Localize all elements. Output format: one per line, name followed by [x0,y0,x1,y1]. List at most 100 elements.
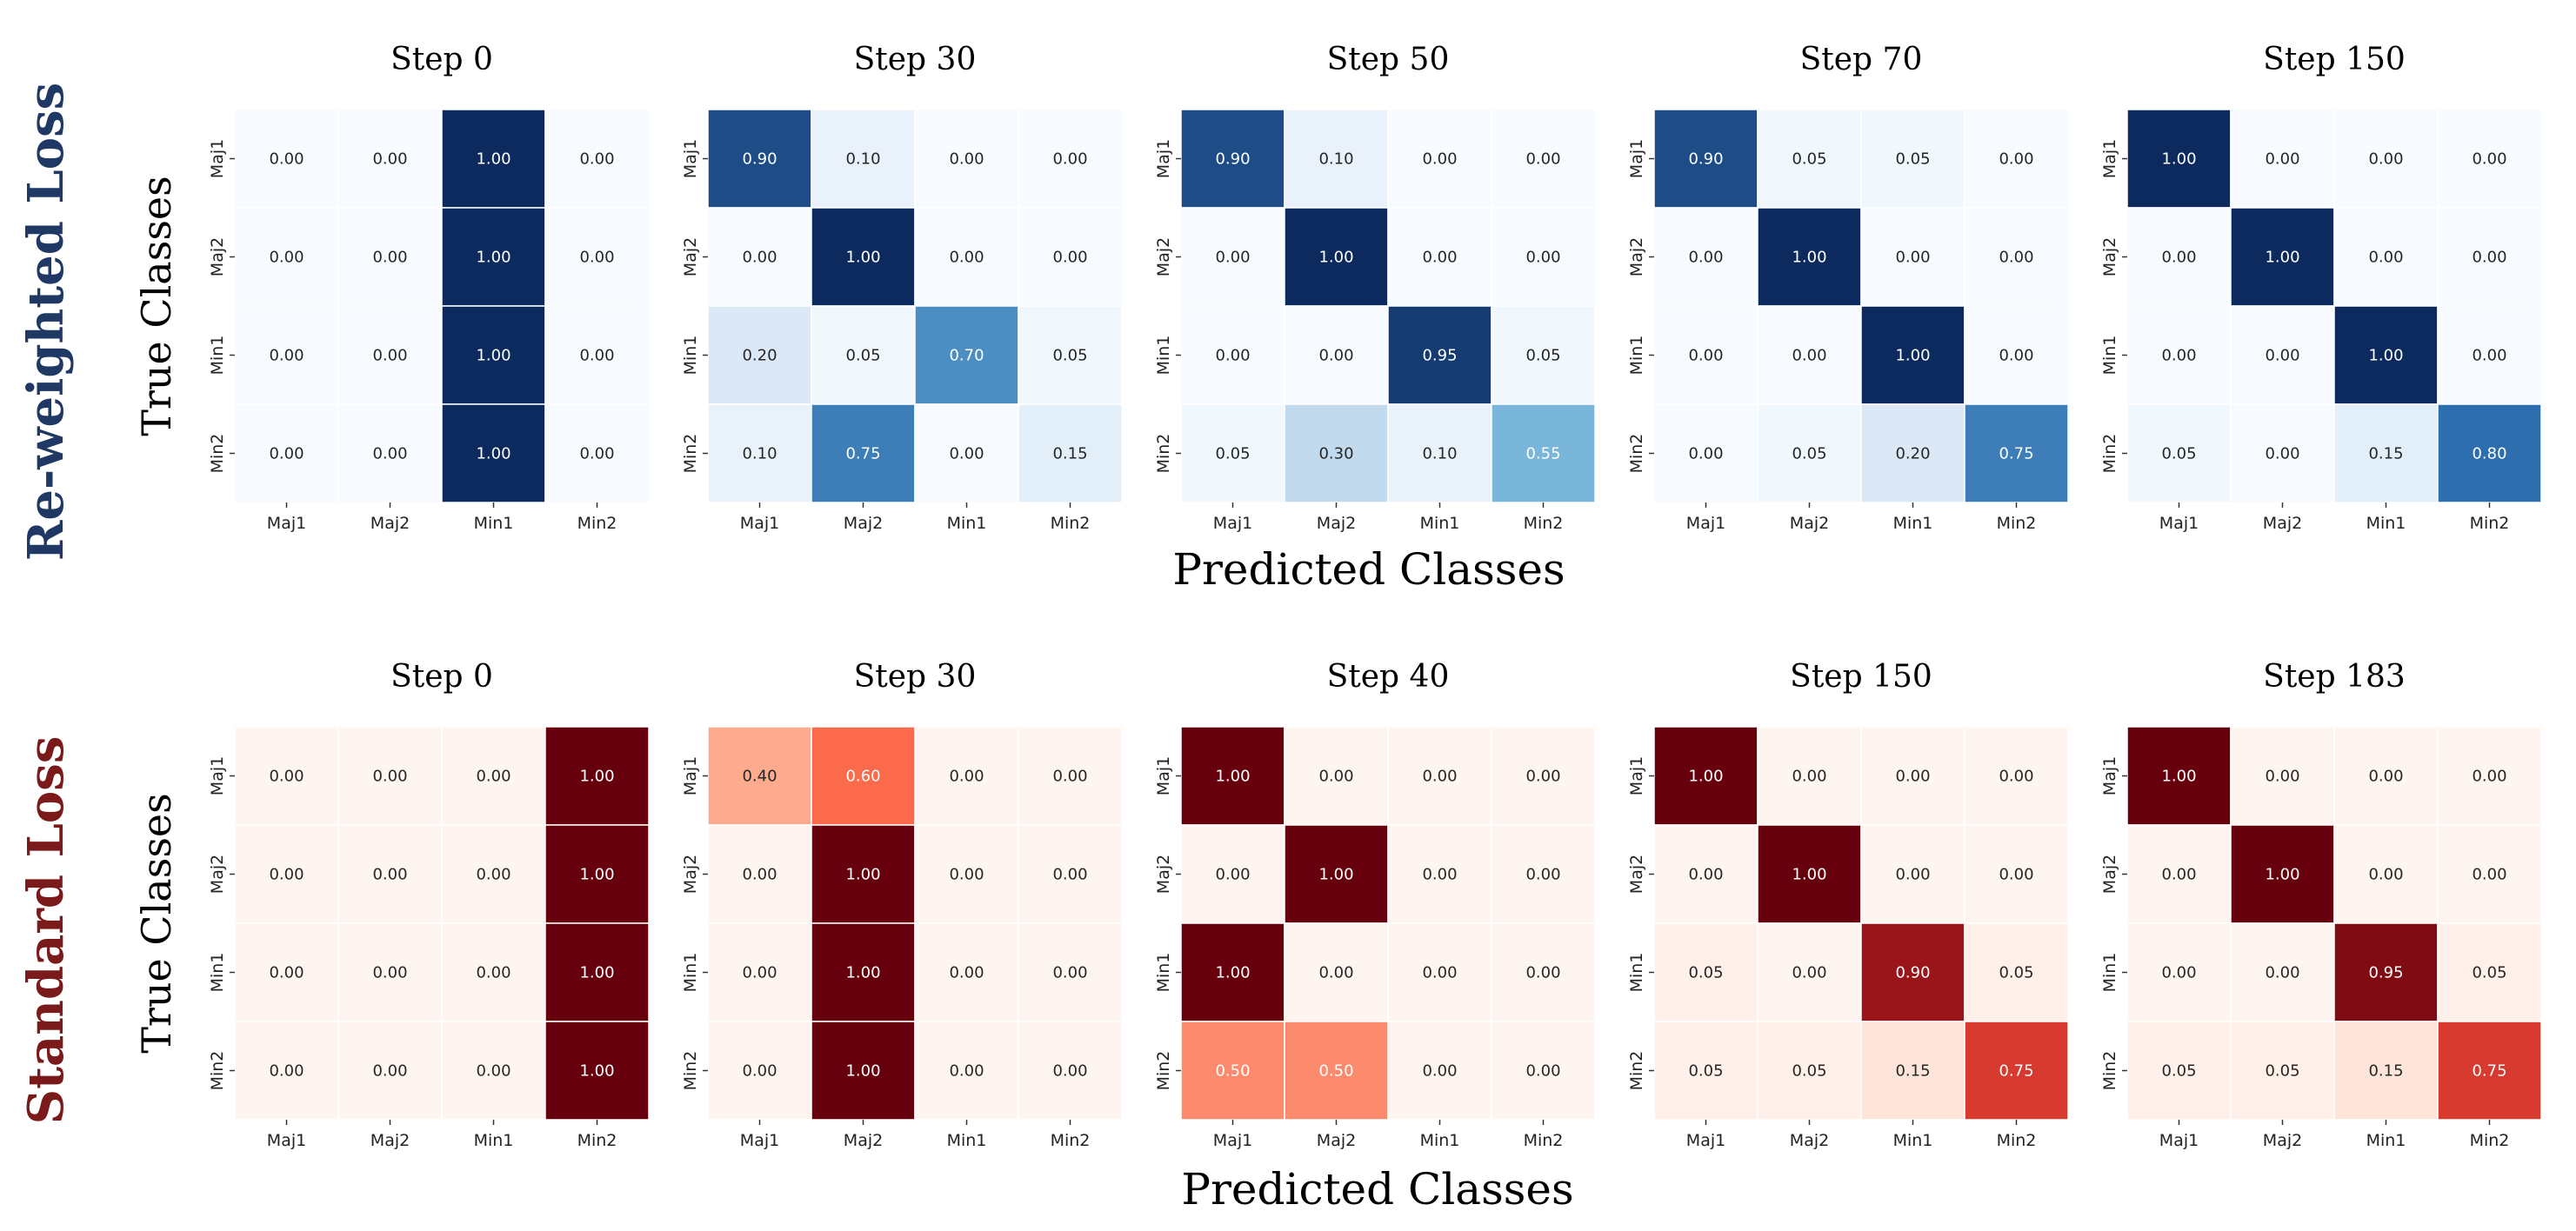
x-tick-label: Maj2 [844,514,883,533]
cell-value-label: 0.00 [2161,866,2196,884]
ylabel-bottom: True Classes [133,793,180,1054]
heatmap-cell [544,109,650,209]
cell-value-label: 0.00 [742,866,777,884]
panel-title: Step 150 [1790,659,1932,695]
y-tick-label: Maj2 [1154,855,1173,894]
cell-value-label: 1.00 [1215,768,1250,786]
heatmap-cell [1284,1021,1389,1121]
cell-value-label: 1.00 [476,150,511,169]
cell-value-label: 0.00 [269,249,304,267]
cell-value-label: 0.00 [1999,866,2033,884]
heatmap-cell [1180,403,1285,503]
heatmap-cell [2230,726,2335,826]
heatmap-cell [1653,207,1758,307]
y-tick-label: Maj1 [681,756,700,795]
cell-value-label: 0.00 [2472,347,2506,365]
heatmap-cell [914,207,1019,307]
heatmap-cell [1387,824,1492,924]
heatmap-cell [337,109,443,209]
heatmap-cell [1964,824,2069,924]
cell-value-label: 0.60 [845,768,880,786]
row-title-standard: Standard Loss [17,736,75,1125]
cell-value-label: 0.00 [742,1062,777,1081]
cell-value-label: 0.00 [1318,768,1353,786]
x-tick-label: Maj1 [2159,514,2199,533]
heatmap-cell [2437,922,2542,1022]
heatmap-cell [2126,922,2232,1022]
heatmap-cell [1964,207,2069,307]
cell-value-label: 0.30 [1318,445,1353,463]
x-tick-label: Min1 [947,1131,987,1150]
cell-value-label: 1.00 [1688,768,1723,786]
heatmap-cell [1180,824,1285,924]
x-tick-label: Maj2 [2263,514,2302,533]
cell-value-label: 0.00 [372,1062,407,1081]
heatmap-cell [1860,305,1965,405]
x-tick-label: Min2 [577,514,617,533]
cell-value-label: 0.75 [845,445,880,463]
cell-value-label: 0.90 [1688,150,1723,169]
heatmap-cell [707,109,812,209]
cell-value-label: 0.10 [845,150,880,169]
y-tick-label: Min2 [2100,434,2119,474]
heatmap-cell [337,207,443,307]
x-tick-label: Maj1 [267,1131,306,1150]
heatmap-cell [1757,305,1862,405]
heatmap-reweighted-step-70: Step 70 0.90 0.05 0.05 0.00 0.00 1.00 0.00 0.00 0… [1627,42,2069,533]
cell-value-label: 0.15 [2368,1062,2403,1081]
cell-value-label: 0.00 [1688,445,1723,463]
heatmap-cell [811,726,916,826]
y-tick-label: Maj2 [1627,237,1646,276]
cell-value-label: 0.00 [1215,249,1250,267]
heatmap-cell [914,726,1019,826]
cell-value-label: 0.00 [476,768,511,786]
heatmap-cell [2230,109,2335,209]
heatmap-cell [1387,403,1492,503]
cell-value-label: 0.75 [1999,1062,2033,1081]
cell-value-label: 0.00 [476,866,511,884]
cell-value-label: 1.00 [1895,347,1930,365]
cell-value-label: 1.00 [1792,866,1826,884]
heatmap-standard-step-183: Step 183 1.00 0.00 0.00 0.00 0.00 1.00 0.00 0.00… [2100,659,2542,1150]
y-tick-label: Min1 [1627,336,1646,376]
y-tick-label: Maj1 [2100,756,2119,795]
heatmap-cell [1964,1021,2069,1121]
xlabel-top: Predicted Classes [1172,544,1565,595]
heatmap-reweighted-step-50: Step 50 0.90 0.10 0.00 0.00 0.00 1.00 0.00 0.00 0… [1154,42,1596,533]
heatmap-cell [1964,109,2069,209]
cell-value-label: 0.00 [1422,150,1457,169]
heatmap-cell [337,1021,443,1121]
cell-value-label: 0.00 [1422,1062,1457,1081]
cell-value-label: 0.00 [269,150,304,169]
panel-title: Step 40 [1327,659,1450,695]
x-tick-label: Min1 [947,514,987,533]
cell-value-label: 0.00 [949,964,984,982]
y-tick-label: Maj2 [681,237,700,276]
cell-value-label: 1.00 [579,866,614,884]
cell-value-label: 0.00 [2368,866,2403,884]
cell-value-label: 0.75 [2472,1062,2506,1081]
cell-value-label: 0.00 [1688,249,1723,267]
heatmap-cell [1964,922,2069,1022]
heatmap-cell [2437,824,2542,924]
heatmap-cell [914,1021,1019,1121]
x-tick-label: Min2 [1051,514,1091,533]
heatmap-standard-step-150: Step 150 1.00 0.00 0.00 0.00 0.00 1.00 0.00 0.00… [1627,659,2069,1150]
cell-value-label: 0.00 [2161,249,2196,267]
heatmap-cell [544,305,650,405]
heatmap-cell [2126,726,2232,826]
cell-value-label: 1.00 [579,768,614,786]
cell-value-label: 0.00 [1422,249,1457,267]
cell-value-label: 0.05 [1792,150,1826,169]
cell-value-label: 0.00 [269,866,304,884]
cell-value-label: 0.05 [845,347,880,365]
x-tick-label: Min2 [2470,514,2510,533]
y-tick-label: Maj1 [681,139,700,178]
y-tick-label: Maj1 [208,756,227,795]
cell-value-label: 0.50 [1215,1062,1250,1081]
y-tick-label: Min1 [2100,336,2119,376]
cell-value-label: 0.00 [1525,866,1560,884]
cell-value-label: 0.00 [1215,866,1250,884]
x-tick-label: Maj2 [1790,514,1829,533]
panel-title: Step 0 [390,42,493,77]
